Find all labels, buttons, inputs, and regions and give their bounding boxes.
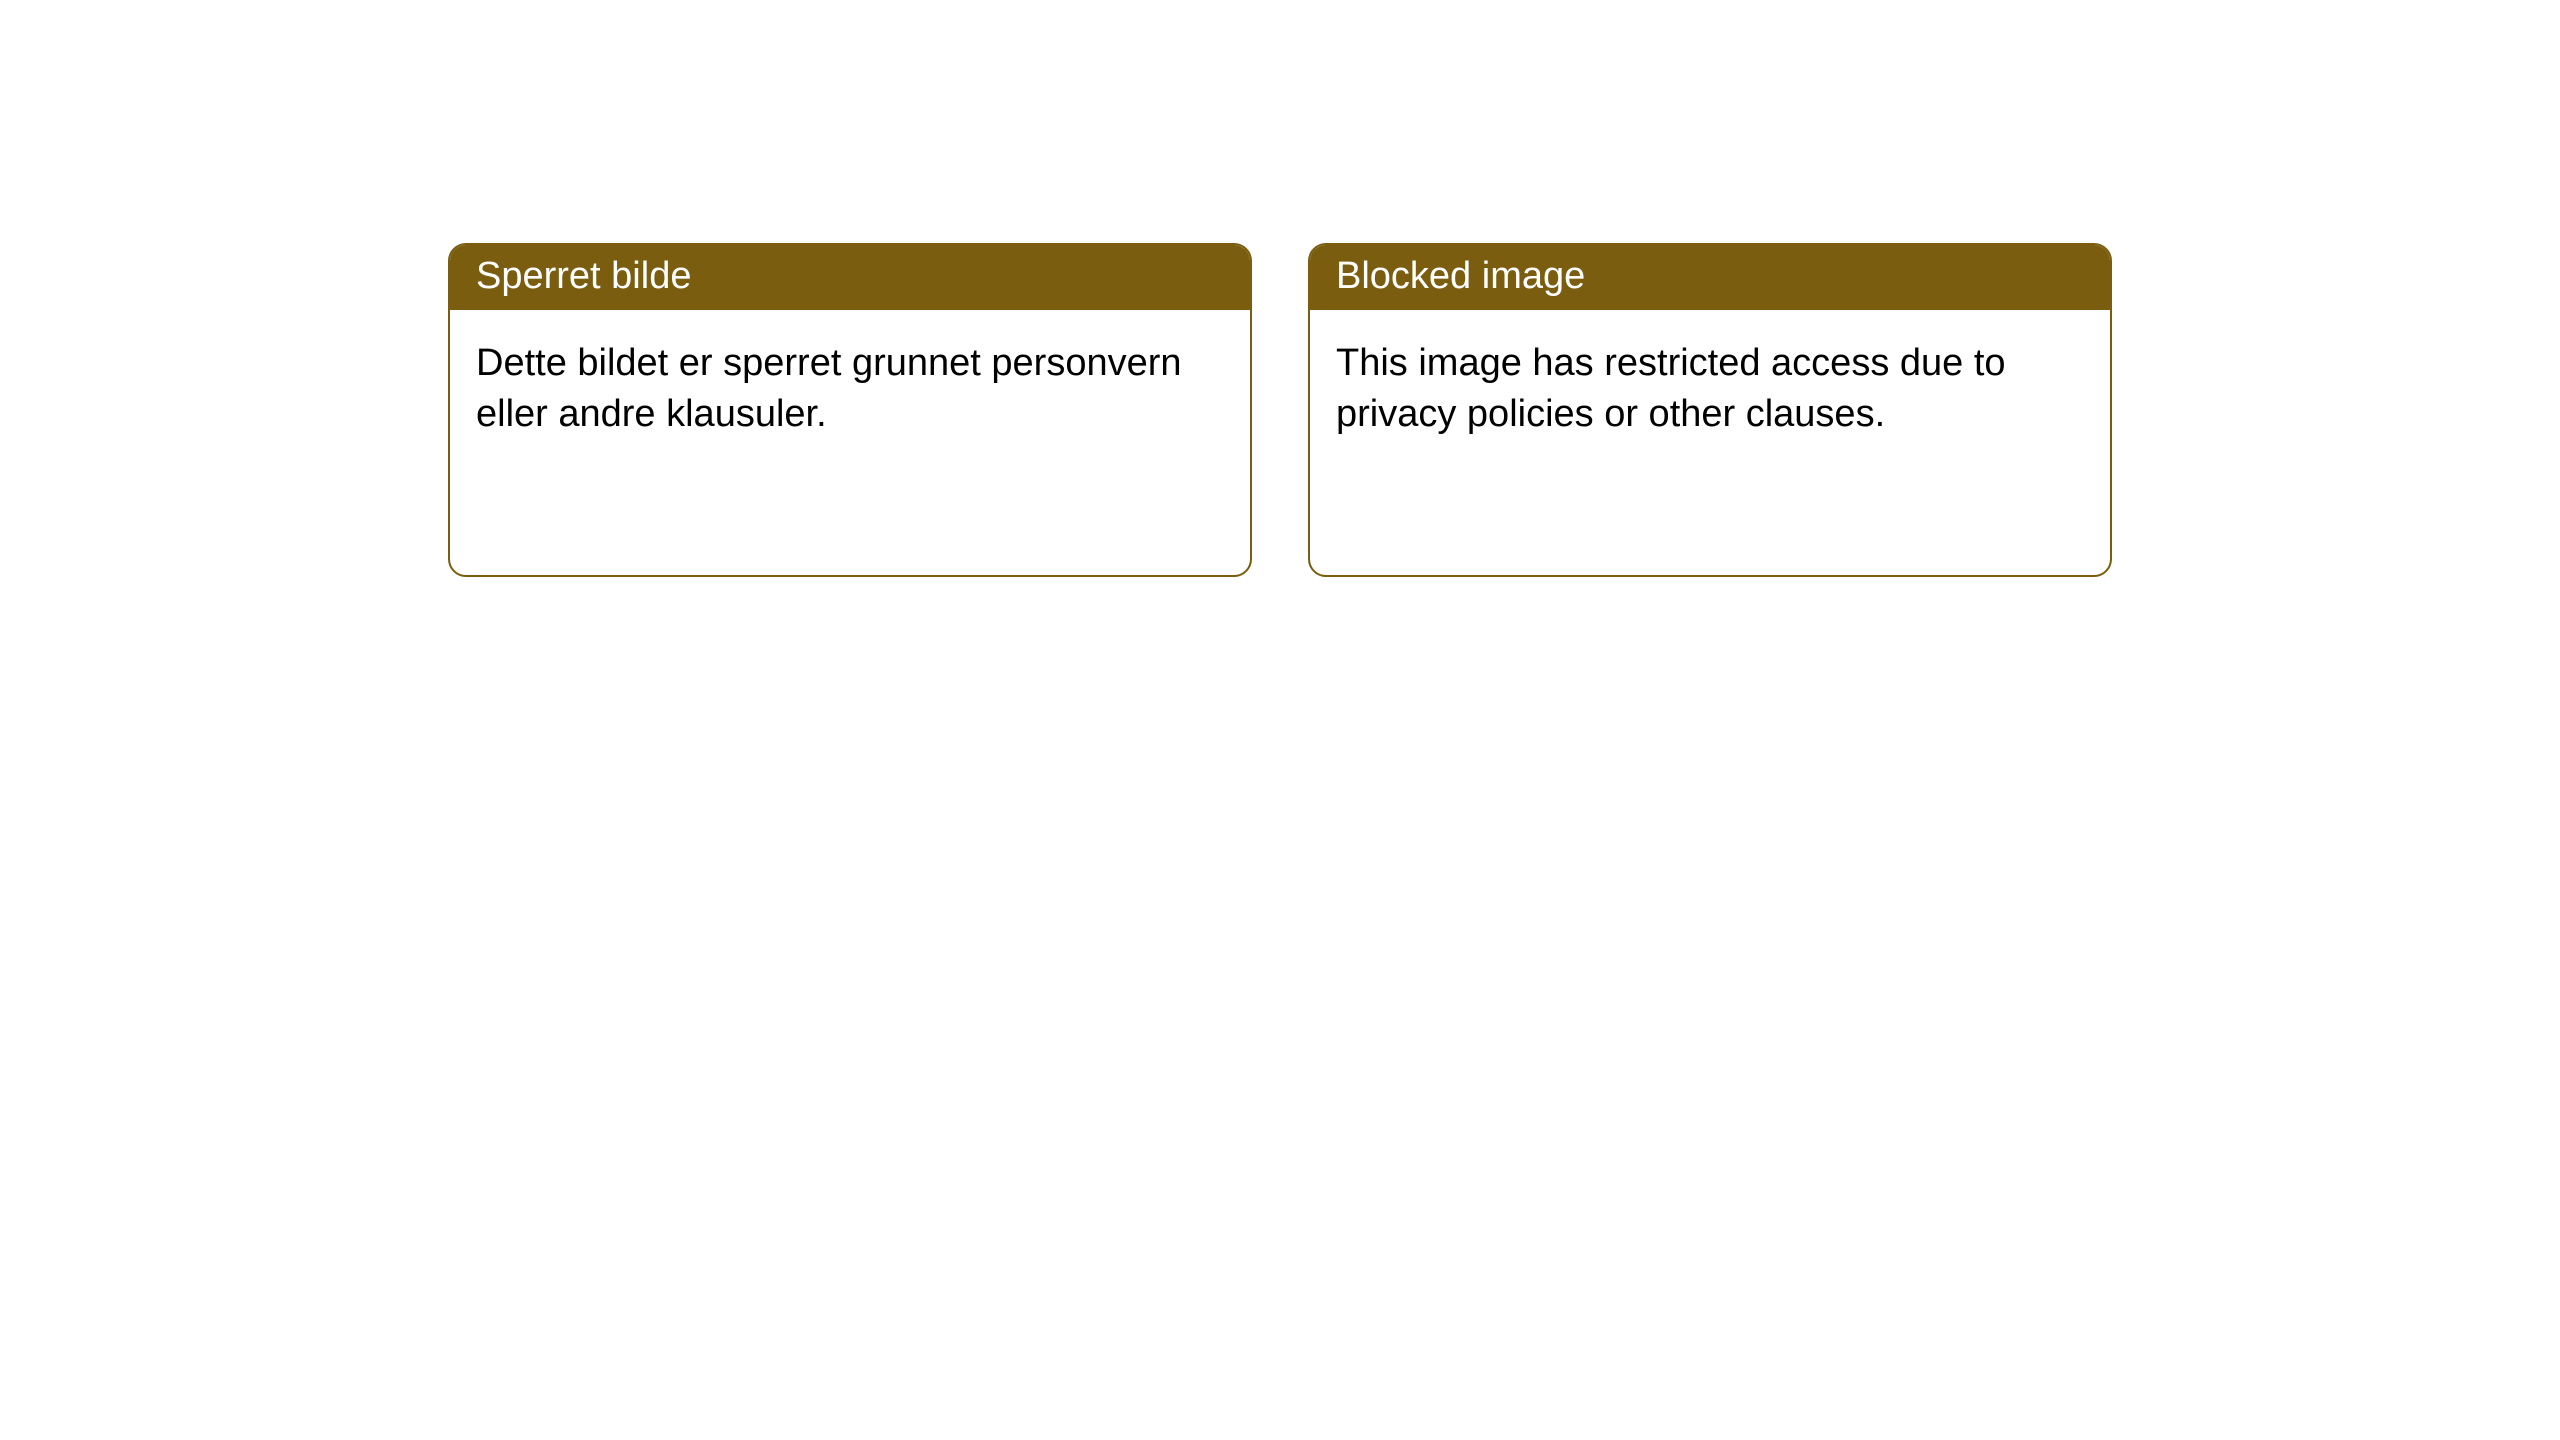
notice-header: Sperret bilde bbox=[450, 245, 1250, 310]
notice-body: Dette bildet er sperret grunnet personve… bbox=[450, 310, 1250, 469]
notice-card-english: Blocked image This image has restricted … bbox=[1308, 243, 2112, 577]
notice-body: This image has restricted access due to … bbox=[1310, 310, 2110, 469]
notice-header: Blocked image bbox=[1310, 245, 2110, 310]
notice-card-norwegian: Sperret bilde Dette bildet er sperret gr… bbox=[448, 243, 1252, 577]
notice-cards-container: Sperret bilde Dette bildet er sperret gr… bbox=[448, 243, 2112, 577]
